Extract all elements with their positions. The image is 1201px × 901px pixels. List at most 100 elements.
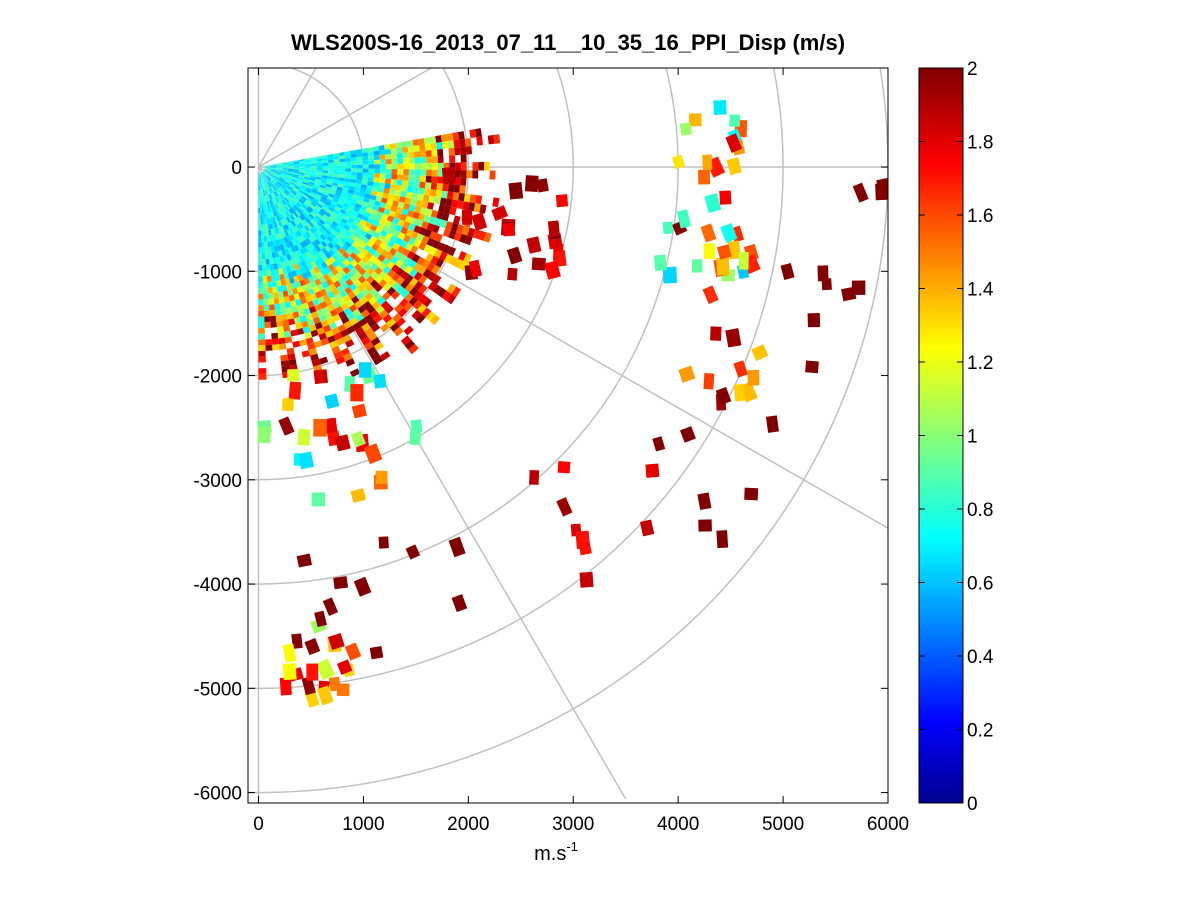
data-cell — [260, 184, 263, 191]
data-cell — [398, 253, 407, 263]
data-cell — [351, 168, 358, 173]
data-cell — [308, 236, 315, 243]
data-cell — [289, 264, 296, 272]
data-cell — [297, 216, 303, 223]
data-cell — [324, 311, 333, 320]
data-cell — [274, 175, 280, 179]
data-cell — [304, 190, 311, 196]
data-cell — [472, 229, 481, 240]
data-cell — [450, 222, 459, 232]
data-cell — [286, 209, 292, 216]
data-cell — [278, 337, 286, 345]
data-cell — [291, 226, 297, 234]
data-cell — [282, 663, 297, 681]
data-cell — [296, 209, 303, 215]
data-cell — [328, 170, 334, 174]
data-cell — [264, 316, 271, 323]
data-cell — [270, 179, 276, 185]
data-cell — [479, 204, 487, 214]
data-cell — [330, 187, 337, 193]
data-cell — [307, 275, 315, 283]
data-cell — [305, 167, 311, 170]
data-cell — [328, 168, 334, 171]
data-cell — [403, 302, 413, 312]
data-cell — [352, 220, 360, 227]
data-cell — [278, 195, 284, 201]
data-cell — [327, 195, 334, 201]
data-cell — [262, 201, 265, 208]
data-cell — [380, 300, 390, 310]
data-cell — [305, 313, 313, 321]
data-cell — [445, 198, 453, 207]
data-cell — [263, 177, 267, 184]
data-cell — [275, 197, 280, 203]
data-cell — [336, 203, 343, 209]
data-cell — [262, 259, 266, 265]
data-cell — [368, 296, 377, 306]
data-cell — [281, 199, 287, 206]
data-cell — [430, 182, 438, 190]
data-cell — [289, 200, 295, 207]
data-cell — [335, 337, 345, 346]
data-cell — [263, 171, 268, 176]
data-cell — [302, 239, 309, 247]
data-cell — [301, 284, 308, 292]
data-cell — [292, 287, 299, 295]
data-cell — [273, 245, 279, 252]
data-cell — [291, 213, 297, 220]
data-cell — [271, 199, 276, 205]
data-cell — [263, 178, 266, 184]
data-cell — [399, 262, 409, 271]
data-cell — [280, 360, 290, 367]
data-cell — [261, 172, 265, 178]
data-cell — [424, 143, 432, 151]
data-cell — [392, 313, 402, 323]
data-cell — [303, 202, 309, 208]
data-cell — [439, 219, 448, 229]
data-cell — [344, 154, 351, 159]
data-cell — [299, 197, 306, 203]
data-cell — [263, 170, 269, 174]
data-cell — [329, 223, 337, 230]
data-cell — [713, 100, 727, 116]
data-cell — [266, 182, 271, 188]
data-cell — [427, 271, 437, 282]
data-cell — [368, 247, 377, 256]
data-cell — [344, 211, 352, 218]
data-cell — [296, 304, 304, 312]
data-cell — [369, 288, 378, 297]
data-cell — [400, 335, 412, 346]
data-cell — [269, 258, 274, 265]
data-cell — [312, 316, 321, 325]
data-cell — [331, 230, 339, 237]
data-cell — [308, 348, 318, 356]
data-cell — [258, 207, 261, 214]
data-cell — [418, 274, 428, 285]
data-cell — [524, 175, 539, 193]
data-cell — [288, 318, 296, 326]
data-cell — [399, 298, 409, 308]
data-cell — [371, 243, 380, 251]
data-cell — [320, 182, 327, 187]
data-cell — [282, 225, 287, 232]
data-cell — [288, 359, 297, 366]
data-cell — [351, 241, 360, 249]
data-cell — [392, 229, 401, 238]
data-cell — [342, 202, 350, 209]
data-cell — [331, 288, 340, 296]
data-cell — [367, 147, 374, 153]
data-cell — [269, 310, 276, 317]
data-cell — [464, 138, 472, 147]
data-cell — [265, 212, 269, 219]
data-cell — [301, 253, 308, 261]
colorbar-ticks: 00.20.40.60.811.21.41.61.82 — [919, 59, 994, 815]
data-cell — [293, 293, 300, 301]
data-cell — [266, 235, 270, 242]
data-cell — [361, 148, 368, 153]
data-cell — [281, 171, 288, 175]
data-cell — [271, 192, 276, 199]
data-cell — [402, 174, 409, 181]
data-cell — [288, 294, 295, 302]
data-cell — [369, 213, 377, 221]
data-cell — [282, 290, 289, 298]
